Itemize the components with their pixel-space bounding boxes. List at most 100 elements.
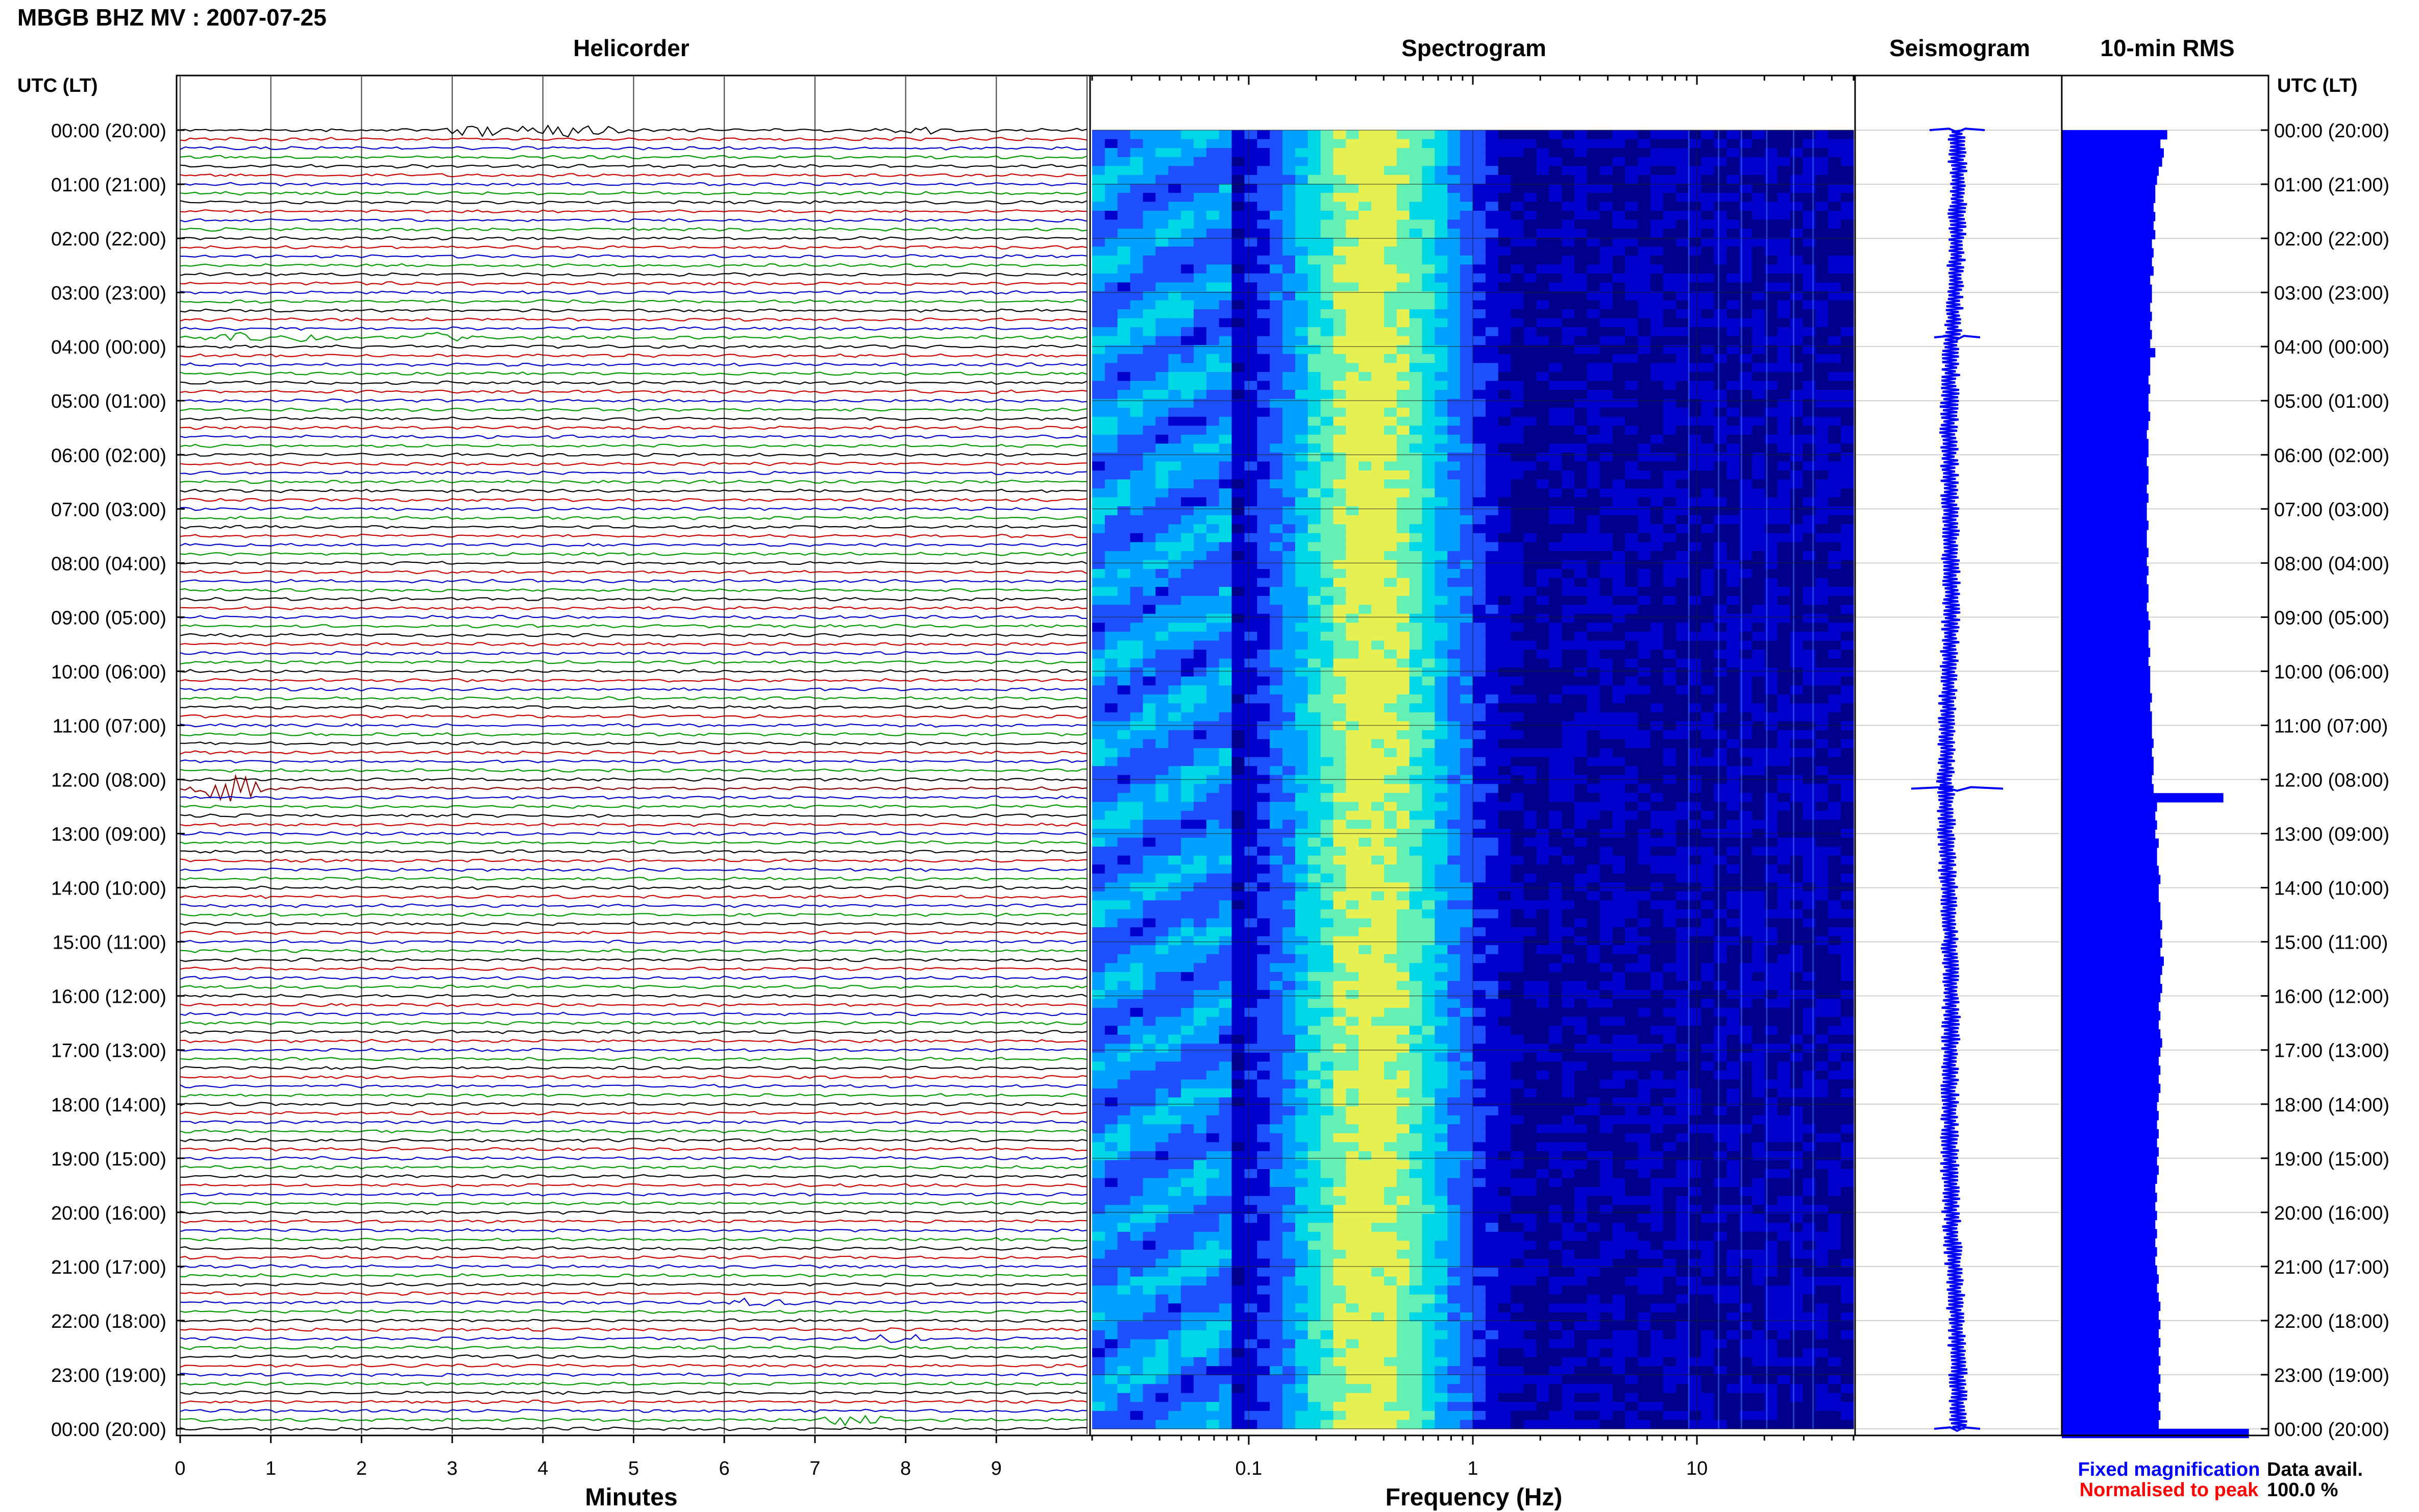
spectrogram-cell <box>1143 318 1156 328</box>
spectrogram-cell <box>1790 578 1804 587</box>
spectrogram-cell <box>1625 748 1638 758</box>
spectrogram-cell <box>1473 273 1486 283</box>
spectrogram-cell <box>1726 273 1740 283</box>
spectrogram-cell <box>1498 470 1512 480</box>
spectrogram-cell <box>1295 784 1309 794</box>
spectrogram-cell <box>1714 246 1727 256</box>
spectrogram-cell <box>1193 488 1207 498</box>
spectrogram-cell <box>1359 676 1372 686</box>
spectrogram-cell <box>1307 130 1321 140</box>
spectrogram-cell <box>1270 596 1283 605</box>
spectrogram-cell <box>1688 237 1702 247</box>
spectrogram-cell <box>1536 273 1549 283</box>
spectrogram-cell <box>1511 551 1524 561</box>
spectrogram-cell <box>1777 730 1791 740</box>
spectrogram-cell <box>1498 426 1512 435</box>
spectrogram-cell <box>1435 479 1448 489</box>
spectrogram-cell <box>1790 810 1804 821</box>
spectrogram-cell <box>1130 202 1144 211</box>
spectrogram-cell <box>1828 542 1841 552</box>
spectrogram-cell <box>1257 273 1270 283</box>
spectrogram-cell <box>1307 255 1321 265</box>
spectrogram-cell <box>1371 560 1385 569</box>
spectrogram-cell <box>1257 255 1270 265</box>
spectrogram-cell <box>1701 605 1715 614</box>
spectrogram-cell <box>1828 318 1841 328</box>
spectrogram-cell <box>1599 452 1613 462</box>
spectrogram-cell <box>1257 363 1270 373</box>
spectrogram-cell <box>1193 408 1207 417</box>
spectrogram-cell <box>1739 390 1752 400</box>
spectrogram-cell <box>1587 175 1600 184</box>
spectrogram-cell <box>1536 784 1549 794</box>
spectrogram-cell <box>1295 273 1309 283</box>
spectrogram-cell <box>1092 605 1105 614</box>
spectrogram-cell <box>1739 166 1752 176</box>
spectrogram-cell <box>1193 130 1207 140</box>
spectrogram-cell <box>1739 820 1752 829</box>
spectrogram-cell <box>1549 255 1562 265</box>
spectrogram-cell <box>1143 399 1156 408</box>
spectrogram-cell <box>1155 533 1169 542</box>
spectrogram-cell <box>1104 192 1118 203</box>
spectrogram-cell <box>1307 613 1321 623</box>
spectrogram-cell <box>1371 399 1385 408</box>
spectrogram-cell <box>1815 184 1829 193</box>
spectrogram-cell <box>1371 157 1385 166</box>
spectrogram-cell <box>1485 560 1499 569</box>
spectrogram-cell <box>1181 175 1194 184</box>
spectrogram-cell <box>1777 837 1791 847</box>
spectrogram-cell <box>1587 452 1600 462</box>
spectrogram-cell <box>1409 650 1423 659</box>
spectrogram-cell <box>1193 291 1207 301</box>
spectrogram-cell <box>1675 452 1689 462</box>
spectrogram-cell <box>1219 560 1232 569</box>
spectrogram-cell <box>1688 721 1702 731</box>
spectrogram-cell <box>1701 264 1715 274</box>
spectrogram-cell <box>1764 381 1778 390</box>
spectrogram-cell <box>1231 685 1245 695</box>
spectrogram-cell <box>1447 434 1461 444</box>
spectrogram-cell <box>1143 596 1156 605</box>
spectrogram-cell <box>1409 685 1423 695</box>
spectrogram-cell <box>1295 399 1309 408</box>
spectrogram-cell <box>1384 551 1397 561</box>
spectrogram-cell <box>1104 479 1118 489</box>
spectrogram-cell <box>1231 354 1245 363</box>
spectrogram-cell <box>1587 345 1600 355</box>
spectrogram-cell <box>1270 309 1283 319</box>
spectrogram-cell <box>1701 730 1715 740</box>
spectrogram-cell <box>1574 192 1588 203</box>
spectrogram-cell <box>1155 184 1169 193</box>
spectrogram-cell <box>1625 479 1638 489</box>
spectrogram-cell <box>1409 551 1423 561</box>
spectrogram-cell <box>1359 820 1372 829</box>
spectrogram-cell <box>1282 273 1296 283</box>
spectrogram-cell <box>1625 497 1638 507</box>
spectrogram-cell <box>1587 587 1600 597</box>
spectrogram-cell <box>1460 792 1473 802</box>
spectrogram-cell <box>1815 667 1829 677</box>
spectrogram-cell <box>1143 685 1156 695</box>
spectrogram-cell <box>1435 694 1448 704</box>
spectrogram-cell <box>1790 488 1804 498</box>
spectrogram-cell <box>1231 542 1245 552</box>
spectrogram-cell <box>1447 685 1461 695</box>
spectrogram-cell <box>1371 426 1385 435</box>
spectrogram-cell <box>1485 810 1499 821</box>
spectrogram-cell <box>1752 219 1765 229</box>
spectrogram-cell <box>1168 246 1181 256</box>
spectrogram-cell <box>1295 443 1309 453</box>
spectrogram-cell <box>1587 542 1600 552</box>
spectrogram-cell <box>1384 229 1397 238</box>
spectrogram-cell <box>1764 596 1778 605</box>
spectrogram-cell <box>1739 470 1752 480</box>
spectrogram-cell <box>1333 855 1346 865</box>
spectrogram-cell <box>1104 309 1118 319</box>
spectrogram-cell <box>1790 506 1804 516</box>
spectrogram-cell <box>1460 399 1473 408</box>
spectrogram-cell <box>1473 650 1486 659</box>
spectrogram-cell <box>1498 354 1512 363</box>
spectrogram-cell <box>1663 255 1676 265</box>
spectrogram-cell <box>1307 139 1321 148</box>
